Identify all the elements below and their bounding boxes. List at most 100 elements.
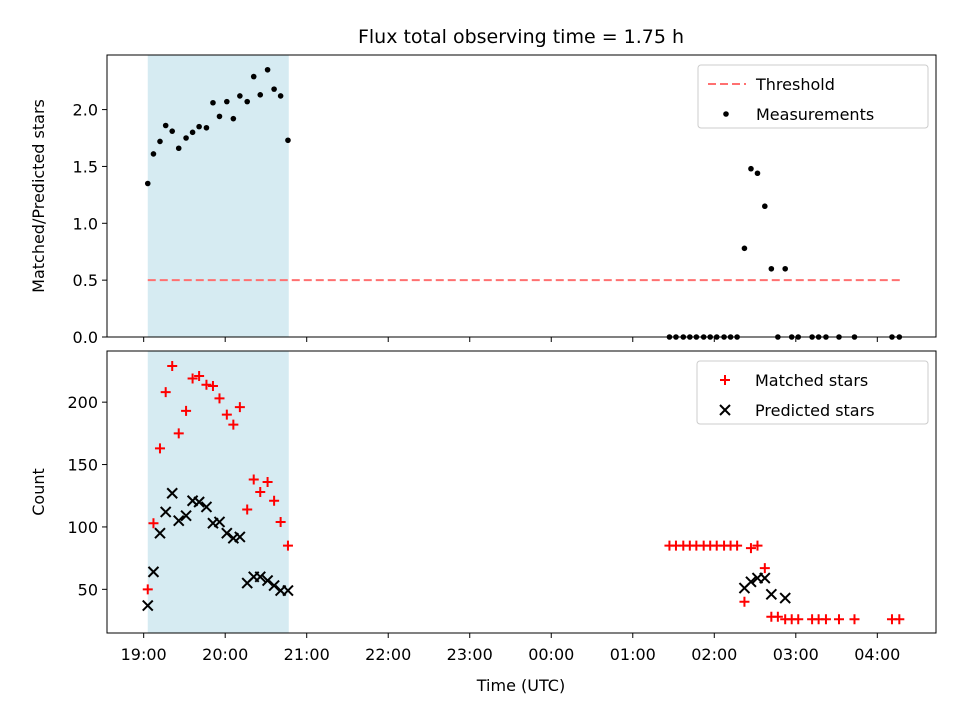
data-point xyxy=(759,563,770,574)
data-point xyxy=(166,487,178,499)
x-tick-label: 20:00 xyxy=(202,645,248,664)
data-point xyxy=(180,510,192,522)
data-point xyxy=(277,93,284,99)
data-point xyxy=(762,203,768,210)
x-tick-label: 00:00 xyxy=(528,645,574,664)
data-point xyxy=(271,86,277,92)
y-tick-label: 2.0 xyxy=(73,101,98,120)
data-point xyxy=(203,124,210,131)
data-point xyxy=(765,588,778,601)
data-point xyxy=(173,514,185,527)
legend: Matched stars Predicted stars xyxy=(696,360,929,425)
data-point xyxy=(221,527,233,539)
data-point xyxy=(144,180,151,187)
x-tick-label: 02:00 xyxy=(691,645,737,664)
y-axis-label: Count xyxy=(29,468,48,516)
data-point xyxy=(214,393,225,404)
y-tick-label: 0.0 xyxy=(73,328,98,347)
legend-marker xyxy=(723,111,729,117)
x-axis-label: Time (UTC) xyxy=(476,676,565,695)
data-point xyxy=(187,373,198,384)
data-point xyxy=(221,409,232,420)
legend-box xyxy=(696,360,929,425)
data-point xyxy=(234,531,246,543)
data-point xyxy=(772,611,783,622)
data-point xyxy=(268,579,280,592)
axes-frame xyxy=(106,350,937,634)
legend-box xyxy=(697,64,929,129)
y-tick-label: 200 xyxy=(67,393,98,412)
data-point xyxy=(275,516,286,527)
data-point xyxy=(154,527,166,539)
data-point xyxy=(189,129,196,136)
observing-span xyxy=(147,55,289,337)
data-point xyxy=(175,145,182,152)
data-point xyxy=(752,540,763,551)
data-point xyxy=(779,592,791,604)
data-point xyxy=(244,98,251,105)
data-point xyxy=(894,614,905,625)
data-point xyxy=(201,379,212,390)
data-point xyxy=(213,516,226,528)
data-point xyxy=(193,496,205,508)
data-point xyxy=(285,137,291,144)
chart-title: Flux total observing time = 1.75 h xyxy=(358,26,684,48)
data-point xyxy=(849,614,860,625)
data-point xyxy=(282,584,294,597)
y-tick-label: 0.5 xyxy=(73,271,98,290)
x-tick-label: 22:00 xyxy=(365,645,411,664)
data-point xyxy=(782,265,788,272)
data-point xyxy=(745,543,756,554)
data-point xyxy=(142,584,153,595)
data-point xyxy=(269,495,280,506)
data-point xyxy=(194,370,205,381)
data-point xyxy=(768,265,775,272)
legend-label: Measurements xyxy=(756,105,874,124)
y-tick-label: 150 xyxy=(67,456,98,475)
x-tick-label: 04:00 xyxy=(854,645,900,664)
y-tick-label: 1.5 xyxy=(73,157,98,176)
data-point xyxy=(200,501,213,513)
data-point xyxy=(250,73,257,80)
data-point xyxy=(745,576,757,588)
data-point xyxy=(257,91,264,98)
data-point xyxy=(262,477,273,488)
data-point xyxy=(181,405,192,416)
legend: Threshold Measurements xyxy=(697,64,929,129)
data-point xyxy=(833,614,844,625)
data-point xyxy=(793,614,804,625)
top-panel: 0.0 0.5 1.0 1.5 2.0 Matched/Predicted stars Th… xyxy=(29,54,937,347)
y-tick-label: 1.0 xyxy=(73,214,98,233)
data-point xyxy=(739,596,750,607)
data-point xyxy=(759,572,771,584)
data-point xyxy=(207,380,218,391)
data-point xyxy=(210,99,216,106)
x-tick-label: 23:00 xyxy=(447,645,493,664)
data-point xyxy=(216,113,223,120)
x-tick-label: 01:00 xyxy=(610,645,656,664)
data-point xyxy=(255,487,266,497)
data-point xyxy=(162,122,169,129)
data-point xyxy=(741,245,748,252)
data-point xyxy=(173,428,184,439)
x-tick-label: 03:00 xyxy=(773,645,819,664)
data-point xyxy=(282,540,293,551)
data-point xyxy=(196,123,202,130)
data-point xyxy=(228,419,239,430)
series-matched-stars xyxy=(142,360,905,625)
data-point xyxy=(154,443,165,454)
data-point xyxy=(147,566,160,578)
data-point xyxy=(261,574,274,587)
x-tick-label: 19:00 xyxy=(121,645,167,664)
data-point xyxy=(748,165,754,172)
data-point xyxy=(248,474,259,485)
data-point xyxy=(159,506,172,518)
legend-marker xyxy=(720,375,730,385)
data-point xyxy=(169,128,176,134)
legend-label: Predicted stars xyxy=(755,401,875,420)
data-point xyxy=(160,387,171,398)
data-point xyxy=(237,93,243,99)
data-point xyxy=(224,98,230,105)
data-point xyxy=(820,614,831,625)
